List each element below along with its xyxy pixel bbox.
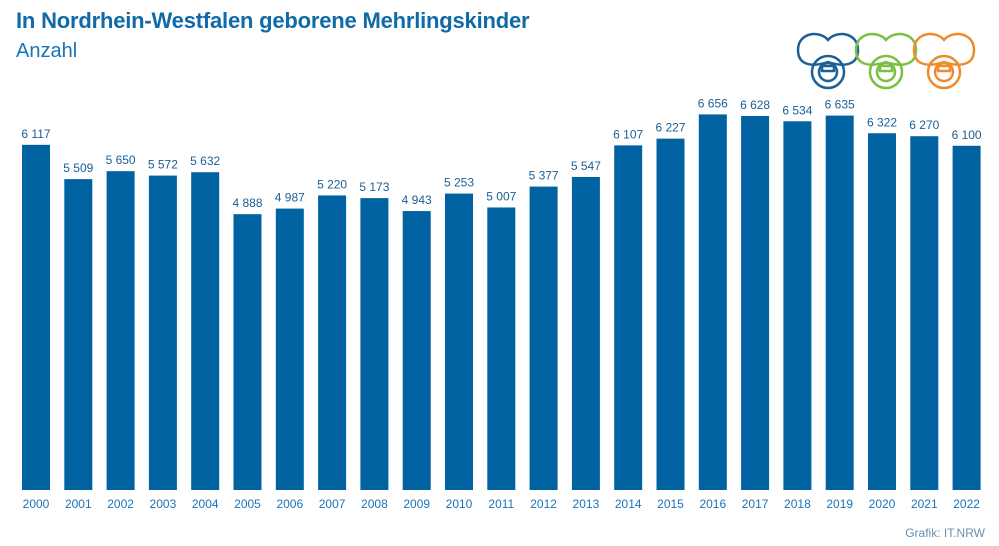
bar-2020 bbox=[868, 133, 896, 490]
value-label-2015: 6 227 bbox=[655, 121, 685, 135]
x-tick-labels-group: 2000 2001 2002 2003 2004 2005 2006 2007 2008 2009… bbox=[23, 497, 981, 511]
pacifier-icon-green bbox=[854, 32, 918, 90]
value-label-2009: 4 943 bbox=[402, 193, 432, 207]
value-label-2000: 6 117 bbox=[21, 127, 50, 141]
x-tick-label-2021: 2021 bbox=[911, 497, 938, 511]
bar-2006 bbox=[275, 208, 304, 491]
value-label-2020: 6 322 bbox=[867, 115, 897, 129]
value-label-2017: 6 628 bbox=[740, 98, 770, 112]
value-label-2018: 6 534 bbox=[782, 103, 812, 117]
bar-2010 bbox=[445, 193, 473, 490]
bar-2012 bbox=[529, 186, 558, 491]
x-tick-label-2009: 2009 bbox=[403, 497, 430, 511]
x-tick-label-2018: 2018 bbox=[784, 497, 811, 511]
x-tick-label-2017: 2017 bbox=[742, 497, 769, 511]
value-label-2006: 4 987 bbox=[275, 191, 305, 205]
x-tick-label-2000: 2000 bbox=[23, 497, 50, 511]
x-tick-label-2004: 2004 bbox=[192, 497, 219, 511]
x-tick-label-2015: 2015 bbox=[657, 497, 684, 511]
x-tick-label-2005: 2005 bbox=[234, 497, 261, 511]
bar-2021 bbox=[910, 136, 939, 490]
x-tick-label-2020: 2020 bbox=[869, 497, 896, 511]
x-tick-label-2003: 2003 bbox=[150, 497, 177, 511]
value-label-2011: 5 007 bbox=[486, 189, 516, 203]
x-tick-label-2010: 2010 bbox=[446, 497, 473, 511]
x-tick-label-2006: 2006 bbox=[276, 497, 303, 511]
x-tick-label-2014: 2014 bbox=[615, 497, 642, 511]
value-label-2014: 6 107 bbox=[613, 127, 643, 141]
value-label-2022: 6 100 bbox=[952, 128, 982, 142]
value-label-2021: 6 270 bbox=[909, 118, 939, 132]
bar-2013 bbox=[571, 176, 600, 490]
value-label-2002: 5 650 bbox=[106, 153, 136, 167]
value-label-2007: 5 220 bbox=[317, 177, 347, 191]
bar-2014 bbox=[614, 145, 643, 490]
value-label-2012: 5 377 bbox=[529, 169, 559, 183]
chart-subtitle: Anzahl bbox=[16, 40, 78, 62]
bar-2018 bbox=[783, 121, 812, 490]
pacifier-icon-orange bbox=[912, 32, 976, 90]
value-label-2001: 5 509 bbox=[63, 161, 93, 175]
bar-2019 bbox=[825, 115, 854, 490]
x-tick-label-2013: 2013 bbox=[573, 497, 600, 511]
bar-2016 bbox=[698, 114, 727, 490]
bars-group bbox=[22, 114, 981, 491]
value-label-2019: 6 635 bbox=[825, 98, 855, 112]
x-tick-label-2019: 2019 bbox=[826, 497, 853, 511]
bar-2022 bbox=[952, 145, 981, 491]
bar-2001 bbox=[64, 179, 93, 490]
x-tick-label-2022: 2022 bbox=[953, 497, 980, 511]
value-label-2010: 5 253 bbox=[444, 176, 474, 190]
value-label-2003: 5 572 bbox=[148, 158, 178, 172]
x-tick-label-2002: 2002 bbox=[107, 497, 134, 511]
bar-2003 bbox=[148, 175, 177, 490]
chart-title: In Nordrhein-Westfalen geborene Mehrling… bbox=[16, 8, 530, 33]
bar-2011 bbox=[487, 207, 516, 490]
bar-2017 bbox=[741, 115, 770, 491]
value-labels-group: 6 117 5 509 5 650 5 572 5 632 4 888 4 987 5 220… bbox=[21, 96, 982, 210]
x-tick-label-2012: 2012 bbox=[530, 497, 557, 511]
bar-2007 bbox=[318, 195, 347, 490]
x-tick-label-2007: 2007 bbox=[319, 497, 346, 511]
bar-2009 bbox=[402, 211, 431, 490]
bar-2015 bbox=[656, 138, 685, 490]
x-tick-label-2016: 2016 bbox=[699, 497, 726, 511]
x-tick-label-2011: 2011 bbox=[488, 497, 514, 511]
x-tick-label-2001: 2001 bbox=[65, 497, 92, 511]
source-note: Grafik: IT.NRW bbox=[905, 526, 985, 540]
value-label-2004: 5 632 bbox=[190, 154, 220, 168]
bar-2000 bbox=[22, 144, 50, 491]
bar-2004 bbox=[191, 172, 220, 491]
value-label-2008: 5 173 bbox=[359, 180, 389, 194]
value-label-2005: 4 888 bbox=[232, 196, 262, 210]
pacifier-icon-blue bbox=[796, 32, 860, 90]
bar-2008 bbox=[360, 198, 389, 490]
value-label-2013: 5 547 bbox=[571, 159, 601, 173]
x-tick-label-2008: 2008 bbox=[361, 497, 388, 511]
value-label-2016: 6 656 bbox=[698, 96, 728, 110]
bar-2005 bbox=[233, 214, 262, 491]
pacifier-icons bbox=[796, 32, 976, 90]
bar-2002 bbox=[106, 171, 135, 490]
